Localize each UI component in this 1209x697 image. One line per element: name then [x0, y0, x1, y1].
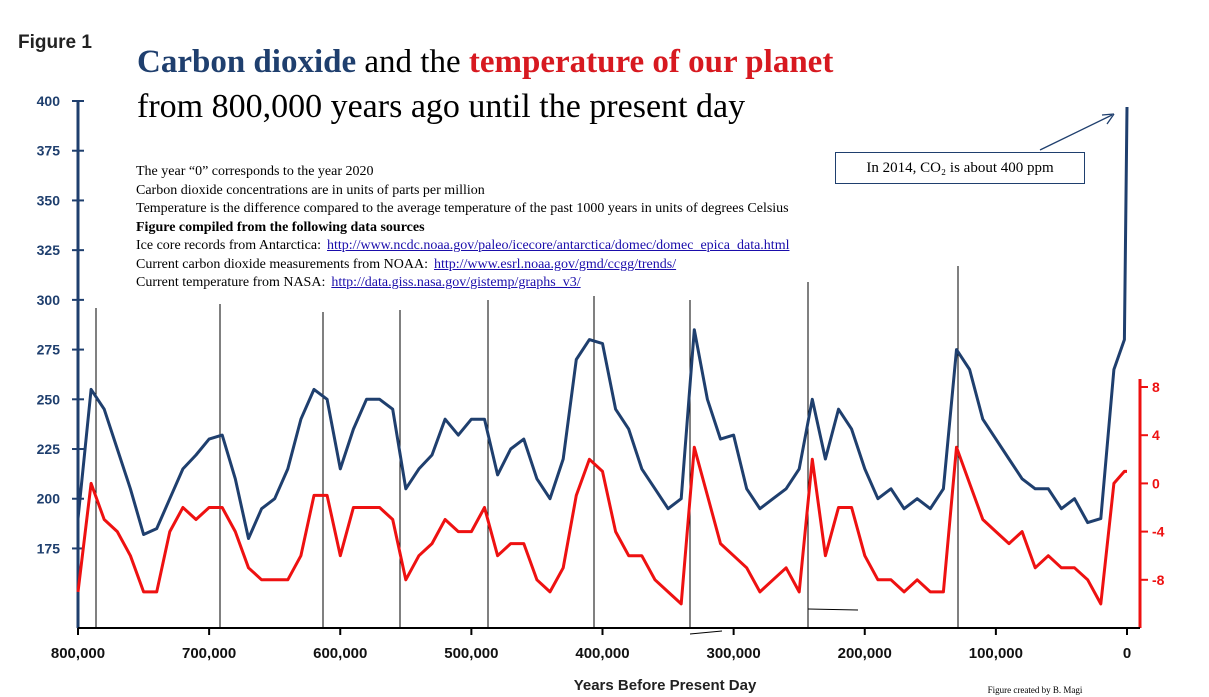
source: Current carbon dioxide measurements from… — [136, 256, 789, 275]
source-label: Ice core records from Antarctica: — [136, 238, 322, 253]
notes: The year “0” corresponds to the year 202… — [136, 163, 789, 293]
y-tick-label: 350 — [37, 192, 61, 208]
figure-label: Figure 1 — [18, 32, 92, 53]
source-link[interactable]: http://www.ncdc.noaa.gov/paleo/icecore/a… — [327, 238, 790, 253]
y-tick-label: 325 — [37, 242, 61, 258]
sources-heading: Figure compiled from the following data … — [136, 219, 425, 235]
y2-tick-label: 8 — [1152, 379, 1160, 395]
y-tick-label: 225 — [37, 441, 61, 457]
source: Ice core records from Antarctica: http://… — [136, 237, 789, 256]
source-link[interactable]: http://www.esrl.noaa.gov/gmd/ccgg/trends… — [433, 256, 677, 272]
x-tick-label: 300,000 — [707, 645, 761, 662]
note: Carbon dioxide concentrations are in uni… — [136, 182, 485, 198]
y-tick-label: 175 — [37, 540, 61, 556]
y-tick-label: 275 — [37, 342, 61, 358]
annotation-arrow — [1039, 114, 1113, 151]
y2-tick-label: -4 — [1152, 524, 1165, 540]
title-mid: and the — [364, 44, 461, 80]
y-tick-label: 400 — [37, 93, 61, 109]
source-label: Current temperature from NASA: — [136, 275, 326, 290]
x-tick-label: 400,000 — [575, 645, 629, 662]
y-tick-label: 375 — [37, 143, 61, 159]
note: Temperature is the difference compared t… — [136, 201, 789, 216]
series-line — [76, 445, 1127, 606]
x-tick-label: 0 — [1123, 645, 1131, 662]
series-line — [76, 106, 1129, 540]
x-axis-label: Years Before Present Day — [574, 677, 757, 694]
x-tick-label: 700,000 — [182, 645, 236, 662]
credit: Figure created by B. Magi — [988, 685, 1083, 695]
arrow-head — [1101, 113, 1115, 125]
x-tick-label: 800,000 — [51, 645, 105, 662]
title-co2: Carbon dioxide — [137, 44, 357, 80]
y-tick-label: 300 — [37, 292, 61, 308]
source-label: Current carbon dioxide measurements from… — [136, 256, 428, 272]
x-tick-label: 600,000 — [313, 645, 367, 662]
x-tick-label: 500,000 — [444, 645, 498, 662]
y2-tick-label: 0 — [1152, 475, 1160, 491]
title-temp: temperature of our planet — [468, 44, 834, 80]
x-tick-label: 200,000 — [838, 645, 892, 662]
annotation: In 2014, CO₂ is about 400 ppm — [835, 152, 1085, 184]
note: The year “0” corresponds to the year 202… — [136, 164, 374, 179]
y2-tick-label: -8 — [1152, 572, 1165, 588]
title-line2: from 800,000 years ago until the present… — [137, 88, 746, 125]
title: Carbon dioxide and the temperature of ou… — [137, 44, 833, 81]
source: Current temperature from NASA: http://dat… — [136, 274, 789, 293]
source-link[interactable]: http://data.giss.nasa.gov/gistemp/graphs… — [331, 275, 581, 290]
y-tick-label: 250 — [37, 391, 61, 407]
x-tick-label: 100,000 — [969, 645, 1023, 662]
y-tick-label: 200 — [37, 491, 61, 507]
y2-tick-label: 4 — [1152, 427, 1160, 443]
